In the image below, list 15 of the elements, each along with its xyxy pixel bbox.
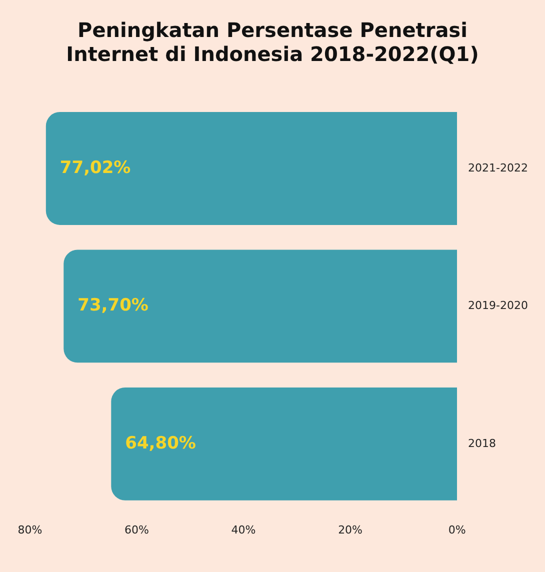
- x-tick-label: 80%: [18, 523, 42, 536]
- chart-title: Peningkatan Persentase Penetrasi Internet di Indonesia 2018-2022(Q1): [65, 18, 480, 66]
- bar: [64, 250, 458, 363]
- x-tick-label: 60%: [124, 523, 149, 536]
- bar: [111, 387, 458, 500]
- data-label: 73,70%: [78, 296, 148, 316]
- y-tick-label: 2021-2022: [468, 161, 528, 174]
- x-tick-label: 20%: [338, 523, 363, 536]
- data-label: 64,80%: [125, 433, 196, 454]
- x-tick-label: 40%: [231, 523, 256, 536]
- y-tick-label: 2018: [468, 436, 496, 450]
- bar: [46, 112, 458, 225]
- data-label: 77,02%: [60, 158, 131, 178]
- y-tick-label: 2019-2020: [468, 299, 528, 312]
- x-tick-label: 0%: [448, 523, 466, 536]
